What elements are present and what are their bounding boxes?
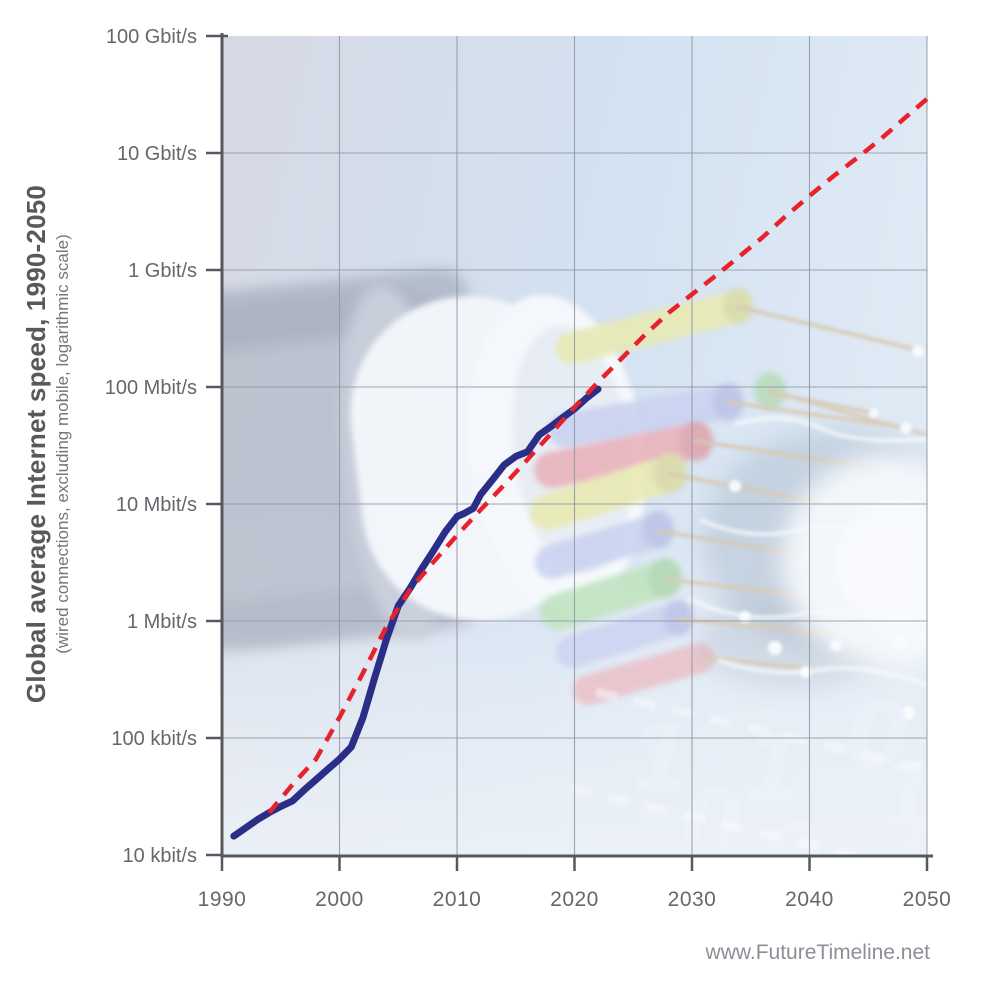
y-tick-label: 100 Mbit/s xyxy=(105,377,197,399)
actual-speed-line xyxy=(230,385,602,840)
x-tick-label: 2000 xyxy=(315,888,364,911)
wavy-fibers xyxy=(686,415,927,689)
x-tick-label: 2040 xyxy=(785,888,834,911)
x-tick-label: 1990 xyxy=(198,888,247,911)
projected-trend-line xyxy=(267,97,929,815)
footer-url: www.FutureTimeline.net xyxy=(705,941,930,964)
axes xyxy=(220,33,933,858)
binary-digits-backdrop: 1 0 1 0 0 1 0 xyxy=(630,683,962,904)
y-tick-label: 100 kbit/s xyxy=(111,728,197,750)
y-tick-label: 100 Gbit/s xyxy=(106,26,197,48)
y-tick-label: 10 Gbit/s xyxy=(117,143,197,165)
x-tick-label: 2030 xyxy=(668,888,717,911)
fiber-cable-photo: 1 0 1 0 0 1 0 xyxy=(222,267,962,904)
x-tick-label: 2010 xyxy=(433,888,482,911)
x-tick-label: 2020 xyxy=(550,888,599,911)
y-tick-label: 1 Mbit/s xyxy=(127,611,197,633)
svg-text:1: 1 xyxy=(630,705,694,812)
svg-text:0: 0 xyxy=(898,797,962,904)
data-series xyxy=(230,97,929,840)
y-tick-label: 10 kbit/s xyxy=(123,845,197,867)
axis-ticks xyxy=(206,34,929,871)
data-stream-dashes xyxy=(568,687,927,856)
y-tick-label: 10 Mbit/s xyxy=(116,494,197,516)
axis-labels: 10 kbit/s 100 kbit/s 1 Mbit/s 10 Mbit/s 100 … xyxy=(105,26,952,911)
y-tick-label: 1 Gbit/s xyxy=(128,260,197,282)
x-tick-label: 2050 xyxy=(903,888,952,911)
plot-background: 1 0 1 0 0 1 0 xyxy=(222,36,962,904)
svg-text:0: 0 xyxy=(846,683,910,790)
light-glow-core xyxy=(836,501,927,625)
light-sparks xyxy=(729,345,924,720)
